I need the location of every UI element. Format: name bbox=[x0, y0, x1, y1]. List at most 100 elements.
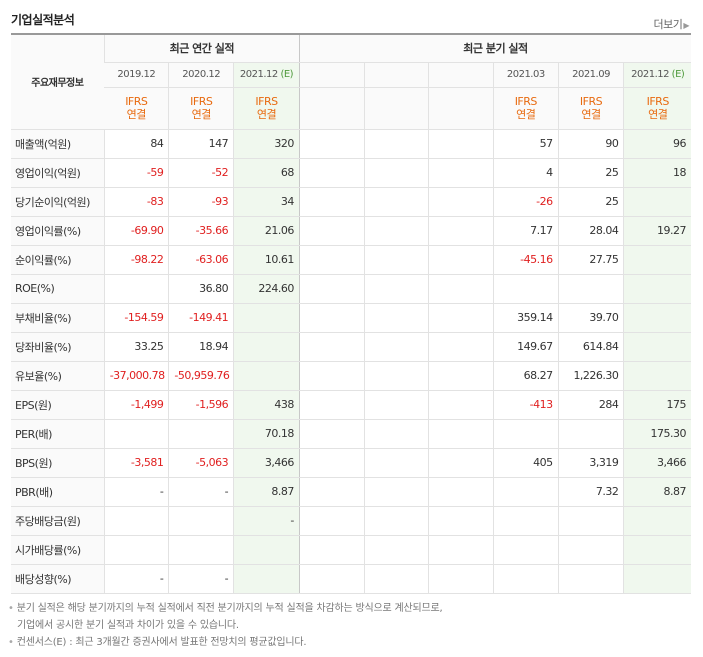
more-label: 더보기 bbox=[653, 18, 683, 31]
value-cell: 34 bbox=[233, 187, 300, 217]
value-cell: 10.61 bbox=[233, 245, 300, 275]
value-cell bbox=[233, 332, 300, 362]
table-row: 주당배당금(원) - bbox=[11, 505, 691, 536]
header-row-periods: 2019.12 2020.12 2021.12 (E) 2021.03 2021… bbox=[11, 62, 691, 88]
section-title: 기업실적분석 bbox=[11, 13, 75, 27]
header-row-standard: IFRS 연결 IFRS 연결 IFRS 연결 IFRS 연결 IFRS 연결 IFRS 연결 bbox=[11, 87, 691, 130]
quarter-group-header: 최근 분기 실적 bbox=[298, 34, 691, 63]
value-cell: 25 bbox=[557, 158, 624, 188]
value-cell: 90 bbox=[557, 129, 624, 159]
note-1: 분기 실적은 해당 분기까지의 누적 실적에서 직전 분기까지의 누적 실적을 … bbox=[16, 603, 443, 614]
value-cell: 27.75 bbox=[557, 245, 624, 275]
value-cell: 320 bbox=[233, 129, 300, 159]
value-cell: 7.32 bbox=[557, 477, 624, 507]
value-cell bbox=[298, 389, 365, 420]
value-cell bbox=[233, 535, 300, 565]
value-cell: 21.06 bbox=[233, 215, 300, 246]
table-row: 매출액(억원) 84 147 320 57 90 96 bbox=[11, 129, 691, 159]
value-cell: -26 bbox=[492, 187, 559, 217]
value-cell bbox=[492, 419, 559, 449]
table-row: PER(배) 70.18 175.30 bbox=[11, 419, 691, 449]
value-cell bbox=[363, 505, 429, 536]
financial-table: 주요재무정보 최근 연간 실적 최근 분기 실적 2019.12 2020.12… bbox=[11, 33, 691, 594]
value-cell bbox=[363, 274, 429, 304]
value-cell: -93 bbox=[168, 187, 234, 217]
row-label: 유보율(%) bbox=[11, 361, 105, 391]
value-cell bbox=[168, 535, 234, 565]
value-cell bbox=[363, 389, 429, 420]
annual-group-header: 최근 연간 실적 bbox=[103, 34, 300, 63]
value-cell bbox=[363, 361, 429, 391]
table-row: ROE(%) 36.80 224.60 bbox=[11, 274, 691, 304]
value-cell: 3,466 bbox=[623, 448, 691, 478]
table-row: 부채비율(%) -154.59 -149.41 359.14 39.70 bbox=[11, 302, 691, 333]
value-cell bbox=[428, 419, 494, 449]
value-cell: 4 bbox=[492, 158, 559, 188]
row-label: 시가배당률(%) bbox=[11, 535, 105, 565]
value-cell bbox=[492, 274, 559, 304]
value-cell bbox=[623, 332, 691, 362]
value-cell bbox=[298, 332, 365, 362]
value-cell: -149.41 bbox=[168, 302, 234, 333]
row-label: 당좌비율(%) bbox=[11, 332, 105, 362]
value-cell: -45.16 bbox=[492, 245, 559, 275]
value-cell bbox=[623, 187, 691, 217]
table-row: 영업이익(억원) -59 -52 68 4 25 18 bbox=[11, 158, 691, 188]
value-cell: 68 bbox=[233, 158, 300, 188]
value-cell bbox=[557, 505, 624, 536]
value-cell: - bbox=[168, 477, 234, 507]
ifrs-standard-cell bbox=[428, 87, 494, 130]
ifrs-standard-cell: IFRS 연결 bbox=[168, 87, 234, 130]
value-cell bbox=[363, 215, 429, 246]
value-cell bbox=[557, 535, 624, 565]
value-cell bbox=[428, 129, 494, 159]
value-cell bbox=[428, 361, 494, 391]
value-cell bbox=[428, 332, 494, 362]
value-cell bbox=[363, 419, 429, 449]
table-row: 당기순이익(억원) -83 -93 34 -26 25 bbox=[11, 187, 691, 217]
ifrs-standard-cell bbox=[298, 87, 365, 130]
value-cell: -1,596 bbox=[168, 389, 234, 420]
value-cell: 70.18 bbox=[233, 419, 300, 449]
value-cell: 175 bbox=[623, 389, 691, 420]
value-cell: -154.59 bbox=[103, 302, 169, 333]
value-cell bbox=[557, 564, 624, 594]
value-cell bbox=[233, 564, 300, 594]
value-cell: 438 bbox=[233, 389, 300, 420]
row-label: 매출액(억원) bbox=[11, 129, 105, 159]
value-cell bbox=[492, 535, 559, 565]
value-cell: -5,063 bbox=[168, 448, 234, 478]
value-cell: - bbox=[233, 505, 300, 536]
value-cell bbox=[623, 535, 691, 565]
value-cell: -83 bbox=[103, 187, 169, 217]
value-cell: -63.06 bbox=[168, 245, 234, 275]
period-annual-2: 2020.12 bbox=[168, 62, 234, 88]
value-cell bbox=[233, 361, 300, 391]
value-cell: -1,499 bbox=[103, 389, 169, 420]
value-cell bbox=[623, 274, 691, 304]
value-cell bbox=[623, 564, 691, 594]
value-cell: 68.27 bbox=[492, 361, 559, 391]
note-1b: 기업에서 공시한 분기 실적과 차이가 있을 수 있습니다. bbox=[17, 620, 239, 631]
value-cell bbox=[298, 477, 365, 507]
value-cell bbox=[428, 187, 494, 217]
row-label: 영업이익(억원) bbox=[11, 158, 105, 188]
row-label: PBR(배) bbox=[11, 477, 105, 507]
value-cell bbox=[298, 274, 365, 304]
row-label: 영업이익률(%) bbox=[11, 215, 105, 246]
value-cell bbox=[492, 564, 559, 594]
more-link[interactable]: 더보기▶ bbox=[653, 16, 689, 32]
period-annual-1: 2019.12 bbox=[104, 62, 169, 88]
row-label: BPS(원) bbox=[11, 448, 105, 478]
value-cell bbox=[428, 535, 494, 565]
value-cell: 57 bbox=[492, 129, 559, 159]
period-quarter-3: 2021.12 (E) bbox=[623, 62, 691, 88]
value-cell: 359.14 bbox=[492, 302, 559, 333]
table-row: 배당성향(%) - - bbox=[11, 564, 691, 594]
value-cell bbox=[168, 505, 234, 536]
value-cell: 84 bbox=[103, 129, 169, 159]
value-cell bbox=[428, 564, 494, 594]
value-cell bbox=[298, 419, 365, 449]
value-cell bbox=[363, 535, 429, 565]
value-cell: 18 bbox=[623, 158, 691, 188]
